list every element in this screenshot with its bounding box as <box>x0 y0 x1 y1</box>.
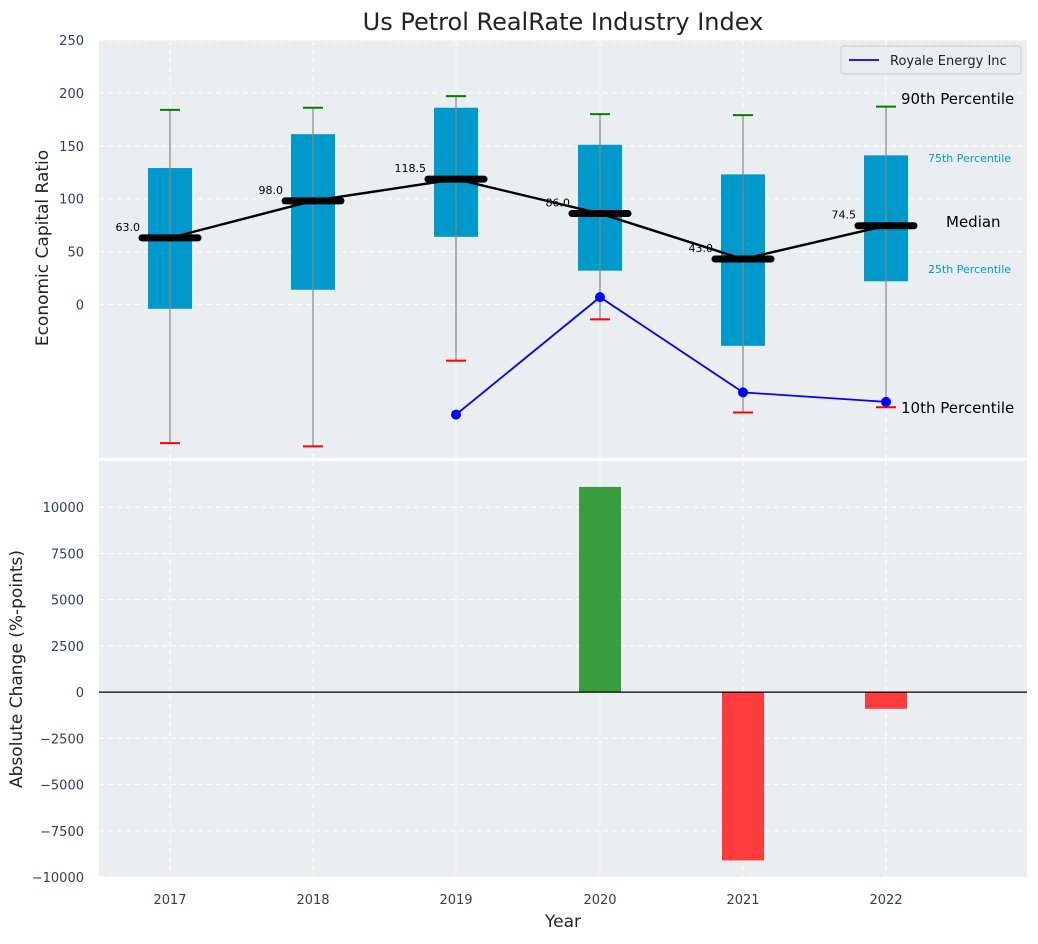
median-label-2020: 86.0 <box>546 197 571 210</box>
median-label-2022: 74.5 <box>832 209 857 222</box>
x-tick-label-2020: 2020 <box>583 893 616 908</box>
median-label-2019: 118.5 <box>395 162 427 175</box>
change-bar-2020 <box>579 486 621 693</box>
median-label-2021: 43.0 <box>689 242 714 255</box>
top-y-tick-label: 0 <box>76 299 84 314</box>
bottom-y-tick-label: 10000 <box>43 501 84 516</box>
series-point-2022 <box>881 396 891 407</box>
change-bar-2022 <box>865 692 907 709</box>
bottom-y-tick-label: 2500 <box>51 640 84 655</box>
annotation-p25: 25th Percentile <box>928 263 1011 276</box>
median-label-2018: 98.0 <box>259 184 284 197</box>
x-tick-label-2018: 2018 <box>296 893 329 908</box>
legend-label: Royale Energy Inc <box>890 54 1007 69</box>
annotation-p75: 75th Percentile <box>928 152 1011 165</box>
bottom-y-tick-label: −10000 <box>32 871 84 886</box>
change-bar-2021 <box>722 692 764 861</box>
top-y-axis-label: Economic Capital Ratio <box>33 150 53 346</box>
bottom-y-tick-label: −5000 <box>40 779 84 794</box>
bottom-panel-background <box>99 461 1027 877</box>
series-point-2021 <box>738 387 748 398</box>
median-label-2017: 63.0 <box>116 221 141 234</box>
series-point-2019 <box>451 409 461 420</box>
annotation-p90: 90th Percentile <box>901 90 1014 108</box>
x-tick-label-2017: 2017 <box>153 893 186 908</box>
x-tick-label-2019: 2019 <box>439 893 472 908</box>
bottom-y-tick-label: 0 <box>76 686 84 701</box>
top-y-tick-label: 50 <box>67 246 84 261</box>
x-axis-label: Year <box>544 912 581 932</box>
top-y-tick-label: 200 <box>59 87 84 102</box>
bottom-y-tick-label: −2500 <box>40 732 84 747</box>
x-tick-label-2021: 2021 <box>726 893 759 908</box>
legend-box <box>840 45 1022 75</box>
x-tick-label-2022: 2022 <box>869 893 902 908</box>
top-y-tick-label: 150 <box>59 140 84 155</box>
bottom-y-tick-label: 7500 <box>51 547 84 562</box>
series-line <box>455 296 887 416</box>
legend: Royale Energy Inc <box>840 45 1022 75</box>
median-trend-line <box>169 177 887 261</box>
bottom-y-axis-label: Absolute Change (%-points) <box>7 550 27 788</box>
annotation-median: Median <box>946 213 1001 231</box>
series-point-2020 <box>595 292 605 303</box>
chart-title: Us Petrol RealRate Industry Index <box>363 8 764 36</box>
top-y-tick-label: 250 <box>59 34 84 49</box>
bottom-y-tick-label: −7500 <box>40 825 84 840</box>
top-y-tick-label: 100 <box>59 193 84 208</box>
annotation-p10: 10th Percentile <box>901 399 1014 417</box>
bottom-y-tick-label: 5000 <box>51 594 84 609</box>
